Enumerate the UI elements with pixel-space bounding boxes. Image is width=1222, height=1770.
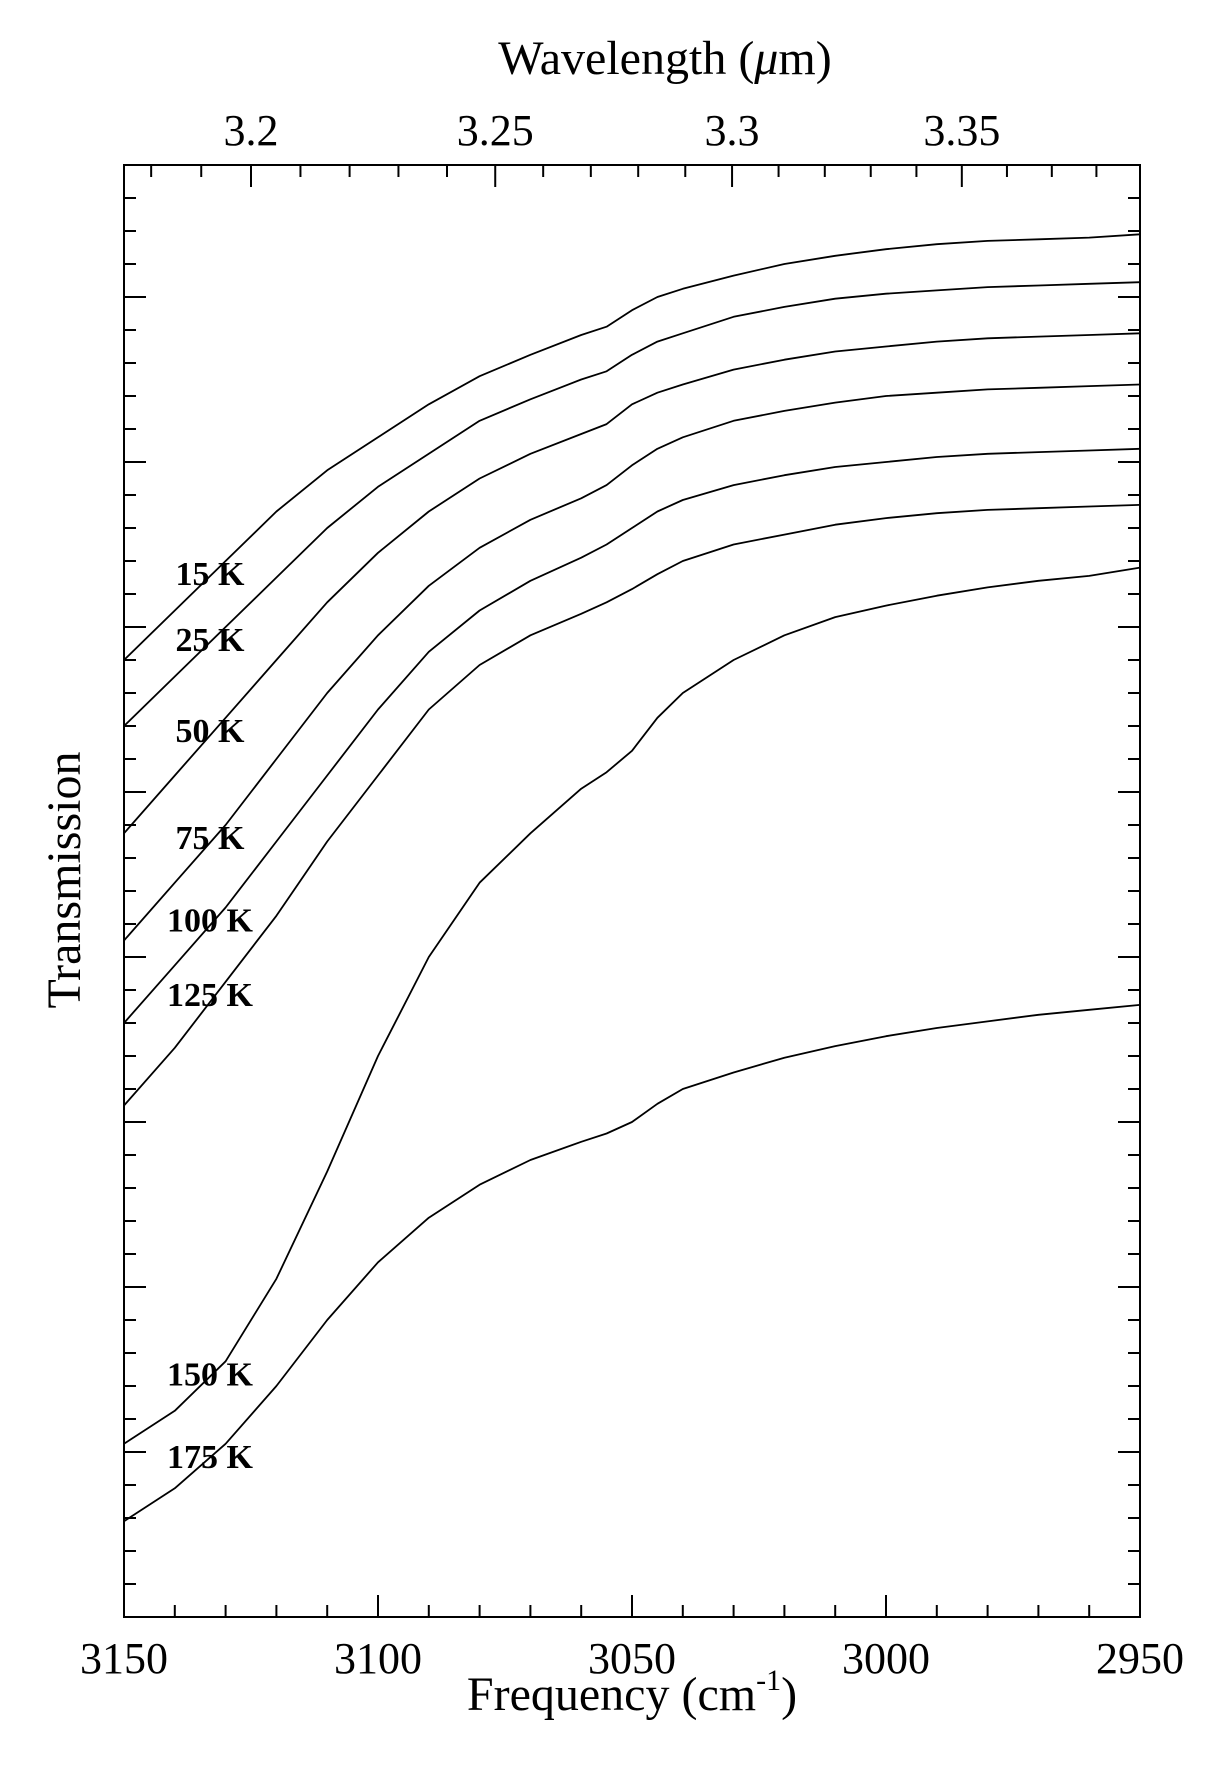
series-line — [123, 332, 1141, 834]
x-tick-label: 3050 — [588, 1634, 676, 1683]
y-axis-title: Transmission — [38, 752, 91, 1009]
axis-ticks — [123, 165, 1141, 1617]
top-axis-title-close: m) — [778, 32, 831, 85]
series-label: 25 K — [176, 622, 246, 659]
x-tick-label: 3100 — [334, 1634, 422, 1683]
series-label: 175 K — [167, 1439, 254, 1476]
series-line — [123, 566, 1141, 1445]
series-line — [123, 281, 1141, 727]
top-axis-title-mu: μ — [753, 32, 778, 85]
top-tick-label: 3.25 — [457, 106, 534, 155]
plot-frame — [123, 164, 1141, 1618]
x-tick-label: 2950 — [1096, 1634, 1184, 1683]
top-tick-label: 3.2 — [224, 106, 279, 155]
series-line — [123, 383, 1141, 942]
series-label: 50 K — [176, 713, 246, 750]
series-label: 100 K — [167, 903, 254, 940]
x-tick-label: 3000 — [842, 1634, 930, 1683]
x-tick-label: 3150 — [80, 1634, 168, 1683]
series-label: 125 K — [167, 977, 254, 1014]
series-label: 75 K — [176, 820, 246, 857]
tick-labels: 3150 3100 3050 3000 2950 3.2 3.25 3.3 3.35 — [80, 106, 1184, 1683]
series-line — [123, 1004, 1141, 1523]
top-axis-title-main: Wavelength ( — [498, 32, 754, 85]
x-axis-title-close: ) — [781, 1668, 797, 1721]
x-axis-title: Frequency (cm-1) — [467, 1664, 797, 1721]
series-labels: 15 K 25 K 50 K 75 K 100 K 125 K 150 K 175 K — [167, 556, 254, 1476]
top-axis-title: Wavelength (μm) — [498, 32, 831, 85]
x-axis-title-main: Frequency (cm — [467, 1668, 756, 1721]
top-tick-label: 3.35 — [923, 106, 1000, 155]
series-lines — [123, 233, 1141, 1523]
x-axis-title-superscript: -1 — [756, 1664, 781, 1697]
series-label: 15 K — [176, 556, 246, 593]
series-line — [123, 233, 1141, 661]
top-tick-label: 3.3 — [705, 106, 760, 155]
series-line — [123, 447, 1141, 1024]
series-label: 150 K — [167, 1356, 254, 1393]
series-line — [123, 504, 1141, 1107]
